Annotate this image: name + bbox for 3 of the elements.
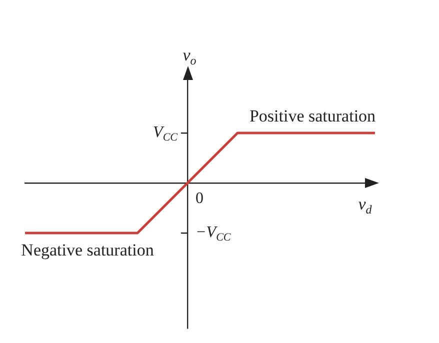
text: Positive saturation [249, 106, 376, 126]
annotation: 0 [196, 190, 204, 208]
text: Negative saturation [21, 240, 154, 260]
